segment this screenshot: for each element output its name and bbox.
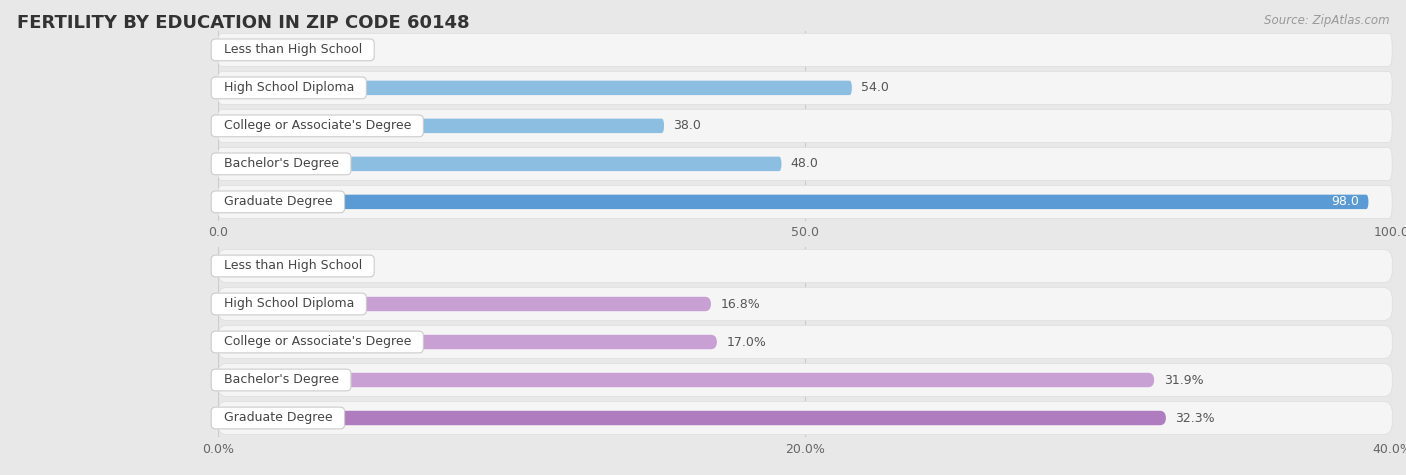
FancyBboxPatch shape — [218, 185, 1392, 218]
FancyBboxPatch shape — [218, 119, 664, 133]
Text: College or Associate's Degree: College or Associate's Degree — [215, 119, 419, 133]
Text: 32.3%: 32.3% — [1175, 411, 1215, 425]
Text: Bachelor's Degree: Bachelor's Degree — [215, 157, 347, 171]
Text: 48.0: 48.0 — [790, 157, 818, 171]
Text: 16.8%: 16.8% — [720, 297, 761, 311]
FancyBboxPatch shape — [218, 109, 1392, 142]
FancyBboxPatch shape — [218, 33, 1392, 66]
FancyBboxPatch shape — [218, 401, 1392, 435]
Text: Less than High School: Less than High School — [215, 259, 370, 273]
Text: High School Diploma: High School Diploma — [215, 81, 361, 95]
Text: Less than High School: Less than High School — [215, 43, 370, 57]
FancyBboxPatch shape — [218, 363, 1392, 397]
FancyBboxPatch shape — [218, 335, 717, 349]
FancyBboxPatch shape — [218, 43, 336, 57]
Text: College or Associate's Degree: College or Associate's Degree — [215, 335, 419, 349]
Text: 38.0: 38.0 — [673, 119, 702, 133]
FancyBboxPatch shape — [218, 287, 1392, 321]
FancyBboxPatch shape — [218, 411, 1166, 425]
FancyBboxPatch shape — [218, 259, 277, 273]
Text: 31.9%: 31.9% — [1164, 373, 1204, 387]
FancyBboxPatch shape — [218, 147, 1392, 180]
FancyBboxPatch shape — [218, 249, 1392, 283]
Text: 2.0%: 2.0% — [285, 259, 318, 273]
FancyBboxPatch shape — [218, 81, 852, 95]
Text: 17.0%: 17.0% — [727, 335, 766, 349]
Text: Bachelor's Degree: Bachelor's Degree — [215, 373, 347, 387]
FancyBboxPatch shape — [218, 373, 1154, 387]
Text: Graduate Degree: Graduate Degree — [215, 195, 340, 209]
Text: Graduate Degree: Graduate Degree — [215, 411, 340, 425]
Text: High School Diploma: High School Diploma — [215, 297, 361, 311]
Text: Source: ZipAtlas.com: Source: ZipAtlas.com — [1264, 14, 1389, 27]
FancyBboxPatch shape — [218, 325, 1392, 359]
FancyBboxPatch shape — [218, 157, 782, 171]
Text: 98.0: 98.0 — [1331, 195, 1360, 209]
Text: 10.0: 10.0 — [344, 43, 373, 57]
Text: FERTILITY BY EDUCATION IN ZIP CODE 60148: FERTILITY BY EDUCATION IN ZIP CODE 60148 — [17, 14, 470, 32]
Text: 54.0: 54.0 — [862, 81, 889, 95]
FancyBboxPatch shape — [218, 71, 1392, 104]
FancyBboxPatch shape — [218, 195, 1368, 209]
FancyBboxPatch shape — [218, 297, 711, 311]
